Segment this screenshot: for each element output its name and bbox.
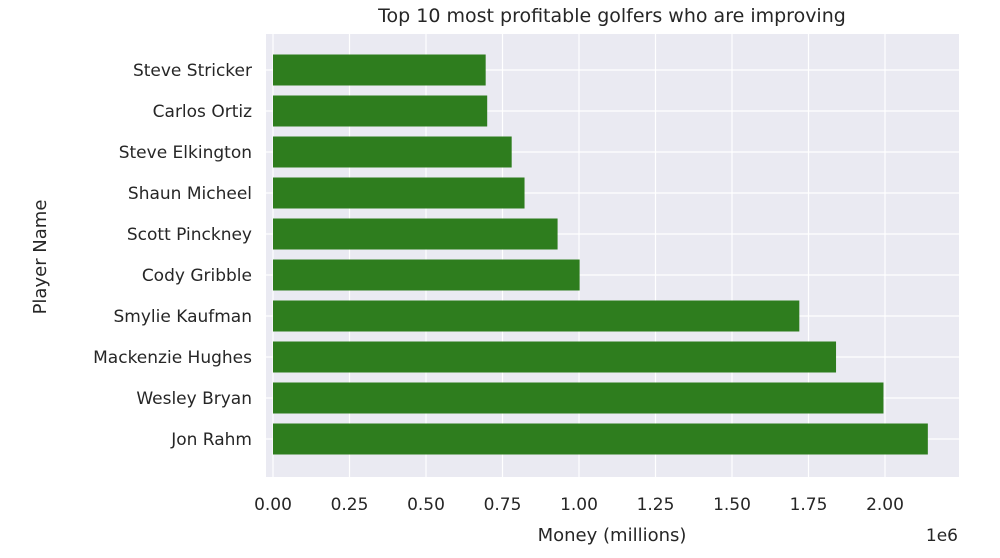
bars — [273, 54, 928, 455]
y-tick-label: Steve Stricker — [133, 61, 252, 81]
bar — [273, 259, 580, 291]
bar — [273, 177, 525, 209]
x-tick-labels: 0.00 0.25 0.50 0.75 1.00 1.25 1.50 1.75 2.00 — [254, 495, 904, 515]
bar — [273, 95, 488, 127]
bar — [273, 341, 837, 373]
bar — [273, 54, 486, 86]
x-tick-label: 1.50 — [713, 495, 751, 515]
bar — [273, 382, 884, 414]
x-axis-offset-label: 1e6 — [926, 526, 958, 546]
x-tick-label: 1.25 — [637, 495, 675, 515]
y-tick-labels: Steve Stricker Carlos Ortiz Steve Elkingto… — [93, 61, 252, 450]
y-tick-label: Wesley Bryan — [136, 389, 252, 409]
x-tick-label: 0.75 — [484, 495, 522, 515]
x-tick-label: 0.50 — [407, 495, 445, 515]
y-tick-label: Scott Pinckney — [127, 225, 252, 245]
y-tick-label: Steve Elkington — [119, 143, 252, 163]
y-axis-title: Player Name — [30, 200, 51, 315]
bar — [273, 300, 800, 332]
x-tick-label: 0.00 — [254, 495, 292, 515]
x-tick-label: 1.75 — [790, 495, 828, 515]
bar — [273, 218, 558, 250]
x-tick-label: 2.00 — [866, 495, 904, 515]
x-tick-label: 1.00 — [560, 495, 598, 515]
x-tick-label: 0.25 — [331, 495, 369, 515]
y-tick-label: Mackenzie Hughes — [93, 348, 252, 368]
bar — [273, 423, 928, 455]
bar — [273, 136, 512, 168]
y-tick-label: Cody Gribble — [142, 266, 252, 286]
y-tick-label: Smylie Kaufman — [114, 307, 253, 327]
y-tick-label: Shaun Micheel — [128, 184, 252, 204]
chart-title: Top 10 most profitable golfers who are i… — [377, 5, 846, 27]
x-axis-title: Money (millions) — [538, 525, 687, 546]
y-tick-label: Jon Rahm — [170, 430, 252, 450]
y-tick-label: Carlos Ortiz — [153, 102, 252, 122]
